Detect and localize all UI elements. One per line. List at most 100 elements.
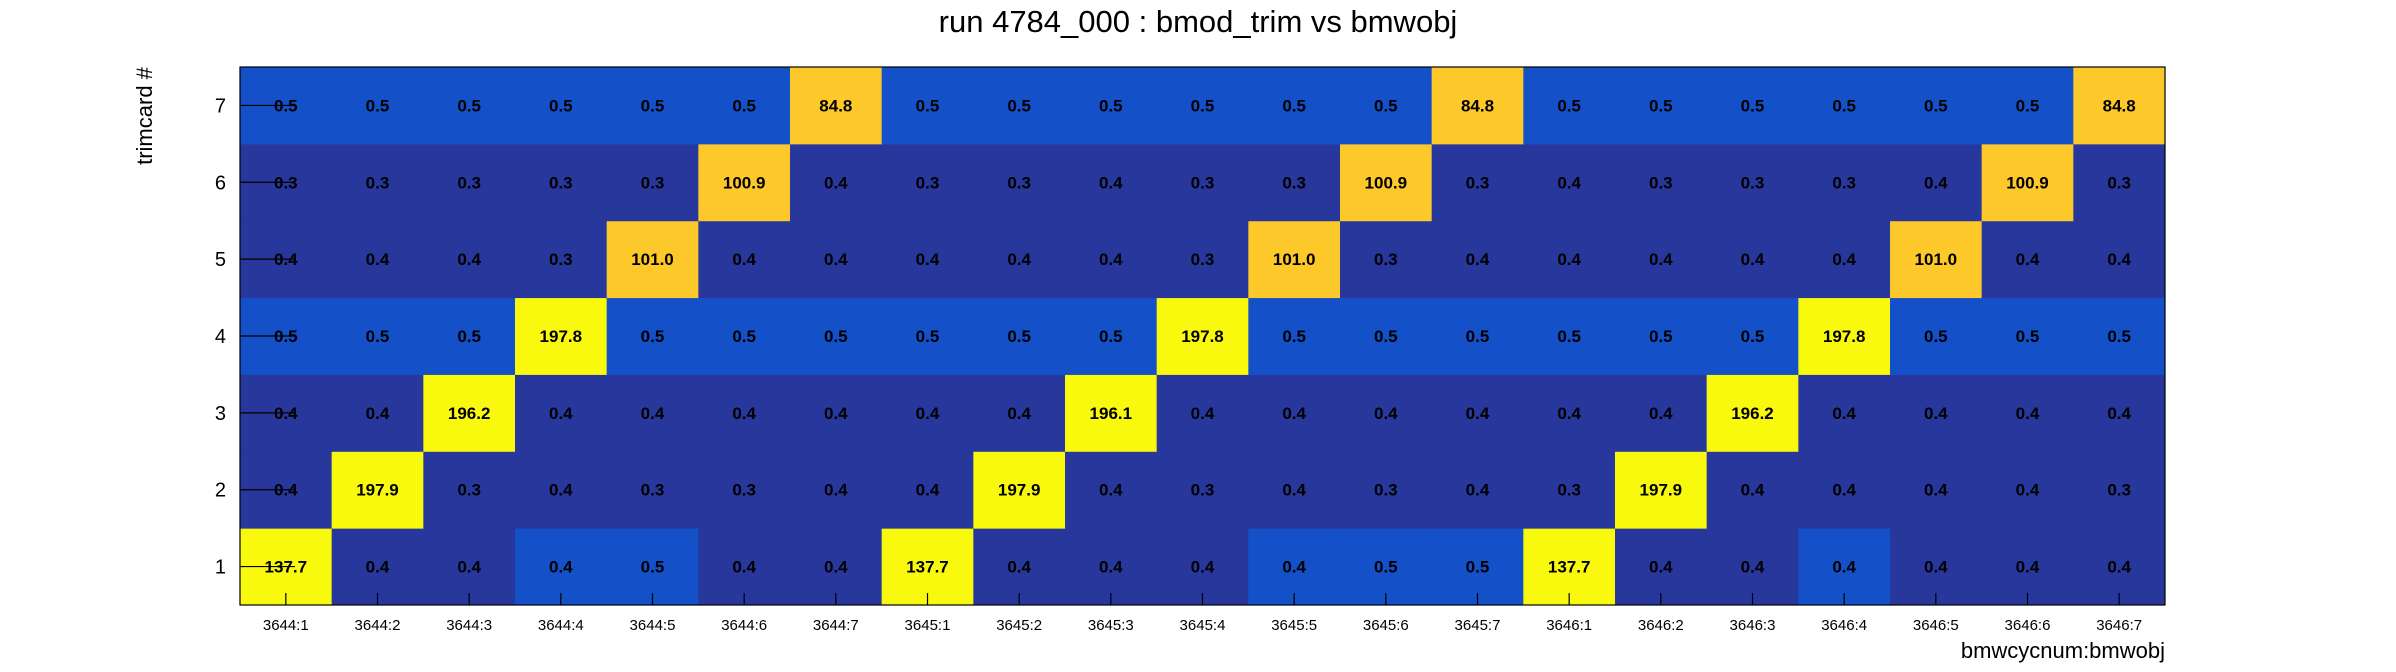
cell-value-label: 0.4: [2107, 404, 2131, 423]
cell-value-label: 0.4: [2016, 558, 2040, 577]
heatmap-cell: [973, 220, 1066, 299]
cell-value-label: 197.8: [1823, 327, 1866, 346]
cell-value-label: 0.4: [1924, 404, 1948, 423]
axes: 1 2 3 4 5 6 7 3644:1 3644:2 3644:3 3644:4 3644:5 364…: [215, 66, 2166, 634]
cell-value-label: 0.3: [1741, 173, 1765, 192]
heatmap-cell: [1706, 220, 1799, 299]
cell-value-label: 0.5: [549, 96, 573, 115]
x-tick-label: 3645:6: [1363, 617, 1409, 634]
heatmap-cell: [515, 374, 608, 452]
heatmap-cell: [1981, 220, 2074, 299]
cell-value-label: 0.3: [1282, 173, 1306, 192]
heatmap-cell: [1065, 374, 1158, 452]
heatmap-cell: [698, 374, 791, 452]
cell-value-label: 0.4: [1099, 558, 1123, 577]
x-tick-label: 3644:5: [630, 617, 676, 634]
cell-value-label: 0.4: [2016, 250, 2040, 269]
cell-value-label: 0.5: [1374, 327, 1398, 346]
cell-value-label: 0.3: [1191, 481, 1215, 500]
cell-value-label: 0.4: [1099, 250, 1123, 269]
cell-value-label: 0.5: [1374, 96, 1398, 115]
cell-value-label: 0.4: [1282, 558, 1306, 577]
heatmap-cell: [1523, 67, 1616, 145]
heatmap-cell: [973, 67, 1066, 145]
heatmap-cell: [1615, 220, 1708, 299]
heatmap-cell: [1798, 451, 1891, 529]
heatmap-cell: [515, 528, 608, 606]
cell-value-label: 0.5: [1007, 327, 1031, 346]
x-tick-label: 3644:1: [263, 617, 309, 634]
heatmap-cell: [1248, 143, 1341, 222]
cell-value-label: 0.5: [1099, 327, 1123, 346]
heatmap-cell: [1981, 451, 2074, 529]
heatmap-cell: [606, 374, 699, 452]
heatmap-cell: [973, 143, 1066, 222]
cell-value-label: 0.4: [1924, 481, 1948, 500]
cell-value-label: 0.5: [366, 96, 390, 115]
cell-value-label: 0.3: [916, 173, 940, 192]
heatmap-cell: [881, 67, 974, 145]
heatmap-cell: [698, 528, 791, 606]
heatmap-cell: [606, 143, 699, 222]
cell-value-label: 0.4: [366, 404, 390, 423]
cell-value-label: 197.9: [1640, 481, 1683, 500]
cell-value-label: 0.4: [549, 404, 573, 423]
cell-value-label: 0.4: [1557, 404, 1581, 423]
heatmap-cell: [1248, 297, 1341, 375]
cell-value-label: 0.4: [641, 404, 665, 423]
cell-value-label: 0.3: [1191, 173, 1215, 192]
cell-value-label: 196.1: [1090, 404, 1133, 423]
heatmap-cell: [1523, 528, 1616, 606]
heatmap-cell: [331, 297, 424, 375]
heatmap-cell: [1798, 374, 1891, 452]
heatmap-cell: [423, 220, 516, 299]
heatmap-cell: [1615, 143, 1708, 222]
cell-value-label: 0.4: [549, 558, 573, 577]
x-axis-title: bmwcycnum:bmwobj: [1961, 638, 2165, 663]
cell-value-label: 197.9: [998, 481, 1041, 500]
heatmap-cell: [790, 374, 883, 452]
heatmap-cell: [881, 297, 974, 375]
x-tick-label: 3644:3: [446, 617, 492, 634]
heatmap-cell: [2073, 374, 2166, 452]
chart-title: run 4784_000 : bmod_trim vs bmwobj: [939, 4, 1458, 39]
cell-value-label: 101.0: [1273, 250, 1316, 269]
cell-value-label: 0.4: [1007, 404, 1031, 423]
cell-value-label: 0.5: [457, 96, 481, 115]
cell-value-label: 197.8: [1181, 327, 1224, 346]
heatmap-cell: [1156, 143, 1249, 222]
heatmap-cell: [1890, 528, 1983, 606]
cell-value-label: 0.4: [2107, 558, 2131, 577]
cell-value-label: 0.3: [1007, 173, 1031, 192]
cell-value-label: 0.5: [1924, 96, 1948, 115]
heatmap-cell: [1156, 528, 1249, 606]
cell-value-label: 0.4: [1466, 250, 1490, 269]
cell-value-label: 0.3: [2107, 481, 2131, 500]
heatmap-cell: [973, 528, 1066, 606]
cell-value-label: 0.4: [824, 558, 848, 577]
heatmap-cell: [331, 374, 424, 452]
x-tick-label: 3645:5: [1271, 617, 1317, 634]
heatmap-cell: [790, 143, 883, 222]
cell-value-label: 0.4: [457, 558, 481, 577]
x-tick-label: 3646:5: [1913, 617, 1959, 634]
cell-value-label: 0.5: [366, 327, 390, 346]
y-tick-label: 2: [215, 480, 226, 502]
cell-value-label: 0.5: [1924, 327, 1948, 346]
heatmap-cell: [1981, 374, 2074, 452]
heatmap-cell: [1248, 67, 1341, 145]
heatmap-cell: [423, 528, 516, 606]
heatmap-cell: [1890, 220, 1983, 299]
heatmap-cell: [1065, 297, 1158, 375]
heatmap-cell: [1798, 67, 1891, 145]
cell-value-label: 0.5: [641, 96, 665, 115]
heatmap-cell: [1706, 528, 1799, 606]
cell-value-label: 0.3: [549, 250, 573, 269]
cell-value-label: 0.4: [916, 404, 940, 423]
heatmap-cell: [1706, 297, 1799, 375]
cell-value-label: 0.5: [2016, 327, 2040, 346]
cell-value-label: 0.3: [366, 173, 390, 192]
heatmap-cell: [1615, 528, 1708, 606]
cell-value-label: 0.4: [1741, 250, 1765, 269]
heatmap-cell: [973, 451, 1066, 529]
